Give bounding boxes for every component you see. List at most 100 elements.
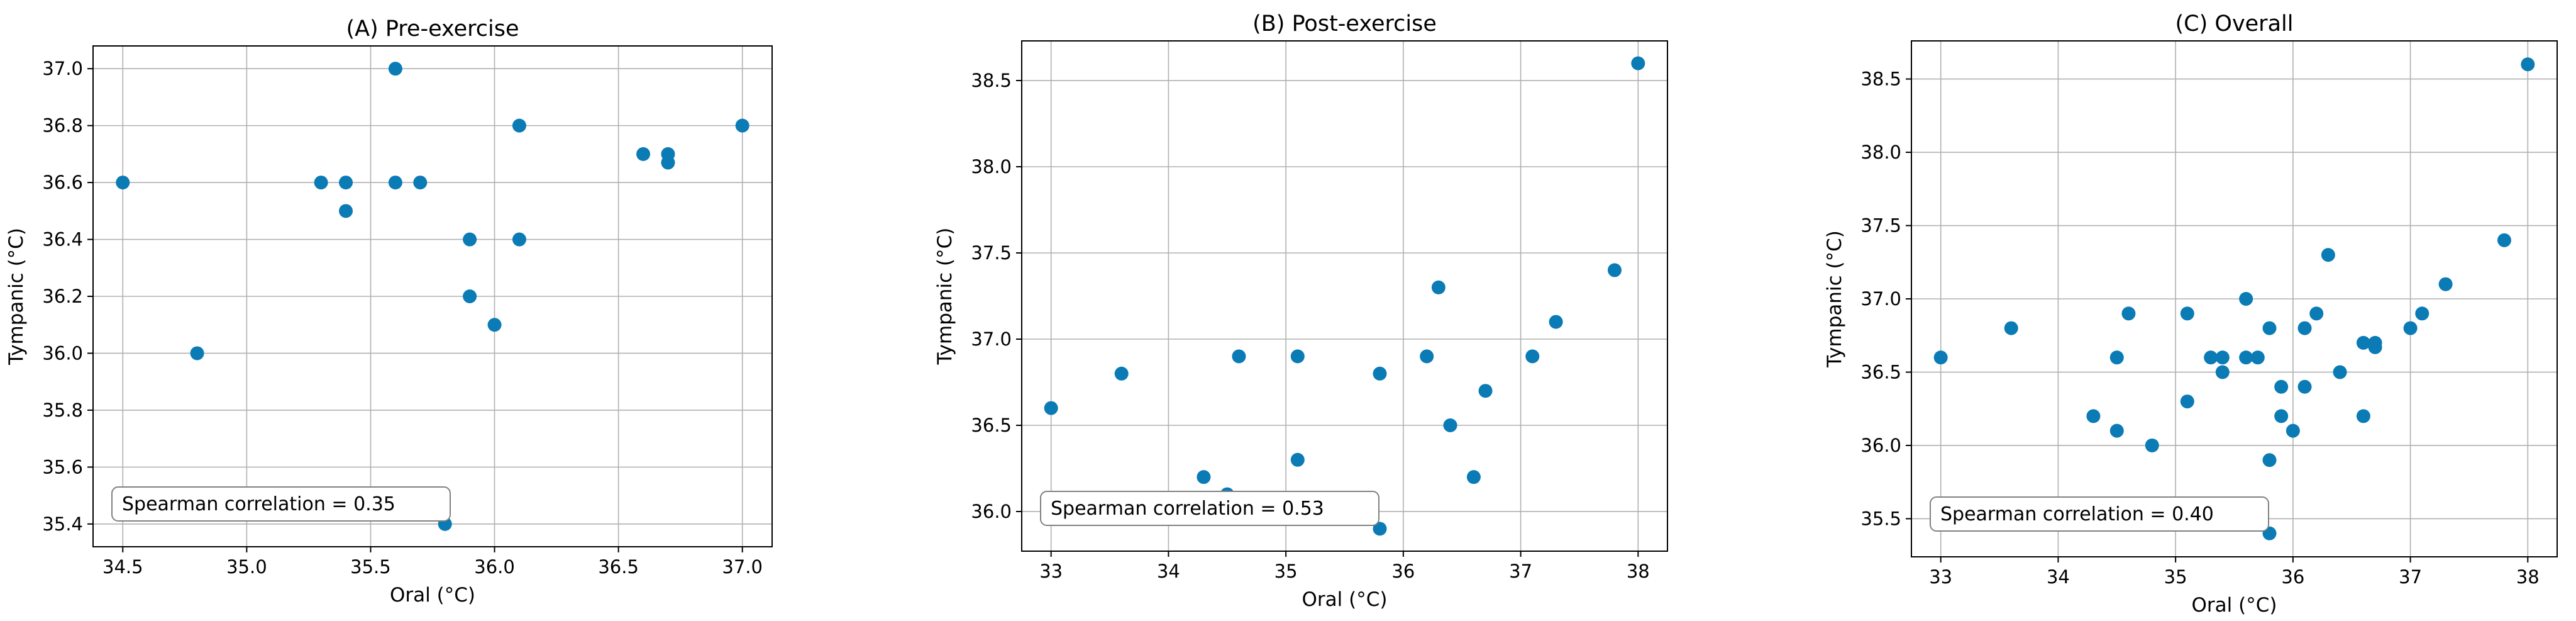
data-point xyxy=(2356,335,2370,350)
data-point xyxy=(2274,409,2289,423)
panel-1: 34.5 35.0 35.5 36.0 36.5 37.0 35.4 35.6 35.8 36.0… xyxy=(5,16,773,607)
data-point xyxy=(661,155,675,170)
data-point xyxy=(2239,350,2253,365)
x-tick-label: 36 xyxy=(2281,566,2304,588)
axes-frame xyxy=(92,45,773,547)
data-point xyxy=(314,176,328,190)
data-point xyxy=(2250,350,2265,365)
spearman-annotation: Spearman correlation = 0.40 xyxy=(1940,503,2214,525)
data-point xyxy=(2262,453,2277,467)
data-point xyxy=(2121,306,2136,321)
data-point xyxy=(2239,292,2253,306)
data-point xyxy=(2321,248,2335,262)
data-point xyxy=(1290,349,1305,364)
data-point xyxy=(2297,321,2312,335)
axes-frame xyxy=(1911,40,2558,557)
data-point xyxy=(2521,57,2535,72)
y-tick-label: 38.5 xyxy=(971,70,1012,91)
data-point xyxy=(1114,366,1129,381)
data-point xyxy=(735,118,749,133)
data-point xyxy=(2368,340,2382,354)
x-tick-label: 33 xyxy=(1929,566,1952,588)
y-tick-label: 35.4 xyxy=(42,513,83,535)
data-point xyxy=(388,62,402,76)
annotation-box xyxy=(1930,496,2269,532)
data-point xyxy=(116,176,130,190)
data-point xyxy=(2297,379,2312,394)
x-tick-label: 35 xyxy=(2164,566,2187,588)
x-tick-label: 33 xyxy=(1039,561,1063,582)
data-point xyxy=(2204,350,2218,365)
data-point xyxy=(463,232,477,247)
y-tick-label: 37.0 xyxy=(1860,288,1901,310)
data-point xyxy=(2309,306,2324,321)
data-point xyxy=(2356,409,2370,423)
data-point xyxy=(2109,423,2124,438)
y-tick-label: 35.6 xyxy=(42,456,83,478)
x-tick-label: 38 xyxy=(1627,561,1650,582)
data-point xyxy=(1933,350,1948,365)
data-point xyxy=(2415,306,2430,321)
data-point xyxy=(1232,349,1246,364)
data-point xyxy=(1631,56,1645,70)
y-tick-label: 35.8 xyxy=(42,400,83,421)
x-tick-label: 34 xyxy=(1157,561,1180,582)
data-point xyxy=(2086,409,2101,423)
y-tick-label: 37.5 xyxy=(1860,215,1901,237)
data-point xyxy=(2438,277,2453,291)
data-point xyxy=(2286,423,2300,438)
data-point xyxy=(2145,438,2159,452)
y-tick-label: 38.0 xyxy=(971,156,1012,177)
y-tick-label: 36.0 xyxy=(1860,435,1901,456)
data-point xyxy=(1373,366,1387,381)
data-point xyxy=(1478,384,1493,398)
data-point xyxy=(1431,280,1446,294)
x-tick-label: 37.0 xyxy=(722,556,763,578)
x-tick-label: 35 xyxy=(1274,561,1298,582)
data-point xyxy=(339,176,353,190)
spearman-annotation: Spearman correlation = 0.53 xyxy=(1051,498,1324,520)
data-point xyxy=(2403,321,2418,335)
x-tick-label: 35.0 xyxy=(226,556,267,578)
data-point xyxy=(2274,379,2289,394)
data-point xyxy=(339,204,353,218)
data-point xyxy=(1525,349,1540,364)
y-axis-label: Tympanic (°C) xyxy=(5,228,28,366)
x-axis-label: Oral (°C) xyxy=(390,584,475,607)
annotation-box xyxy=(111,486,451,522)
y-tick-label: 36.5 xyxy=(1860,361,1901,383)
x-tick-label: 37 xyxy=(2399,566,2422,588)
y-tick-label: 38.0 xyxy=(1860,142,1901,163)
data-point xyxy=(1373,522,1387,536)
y-tick-label: 37.0 xyxy=(971,328,1012,350)
y-tick-label: 36.4 xyxy=(42,229,83,250)
x-tick-label: 35.5 xyxy=(350,556,391,578)
data-point xyxy=(1420,349,1434,364)
panel-3: 33 34 35 36 37 38 35.5 36.0 36.5 37.0 37.5 38.0 38.5… xyxy=(1823,11,2558,617)
y-tick-label: 36.0 xyxy=(971,501,1012,522)
data-point xyxy=(512,118,526,133)
y-tick-label: 36.8 xyxy=(42,115,83,137)
data-point xyxy=(1044,401,1058,415)
data-point xyxy=(2180,306,2194,321)
data-point xyxy=(2004,321,2018,335)
data-point xyxy=(2180,394,2194,409)
panel-title: (B) Post-exercise xyxy=(1252,11,1437,36)
panel-2: 33 34 35 36 37 38 36.0 36.5 37.0 37.5 38.0 38.5 (B) … xyxy=(934,11,1668,611)
data-point xyxy=(2333,365,2347,379)
panel-title: (A) Pre-exercise xyxy=(346,16,519,42)
y-axis-label: Tympanic (°C) xyxy=(1823,230,1846,368)
x-tick-label: 36.0 xyxy=(474,556,515,578)
data-point xyxy=(463,289,477,303)
y-tick-label: 36.0 xyxy=(42,342,83,364)
annotation-box xyxy=(1040,491,1379,526)
x-tick-label: 36 xyxy=(1391,561,1415,582)
x-tick-label: 37 xyxy=(1509,561,1532,582)
y-tick-label: 36.2 xyxy=(42,286,83,307)
data-point xyxy=(1466,470,1481,484)
data-point xyxy=(2497,233,2511,247)
data-point xyxy=(1607,263,1622,277)
axes-frame xyxy=(1021,40,1668,552)
x-tick-label: 38 xyxy=(2516,566,2540,588)
